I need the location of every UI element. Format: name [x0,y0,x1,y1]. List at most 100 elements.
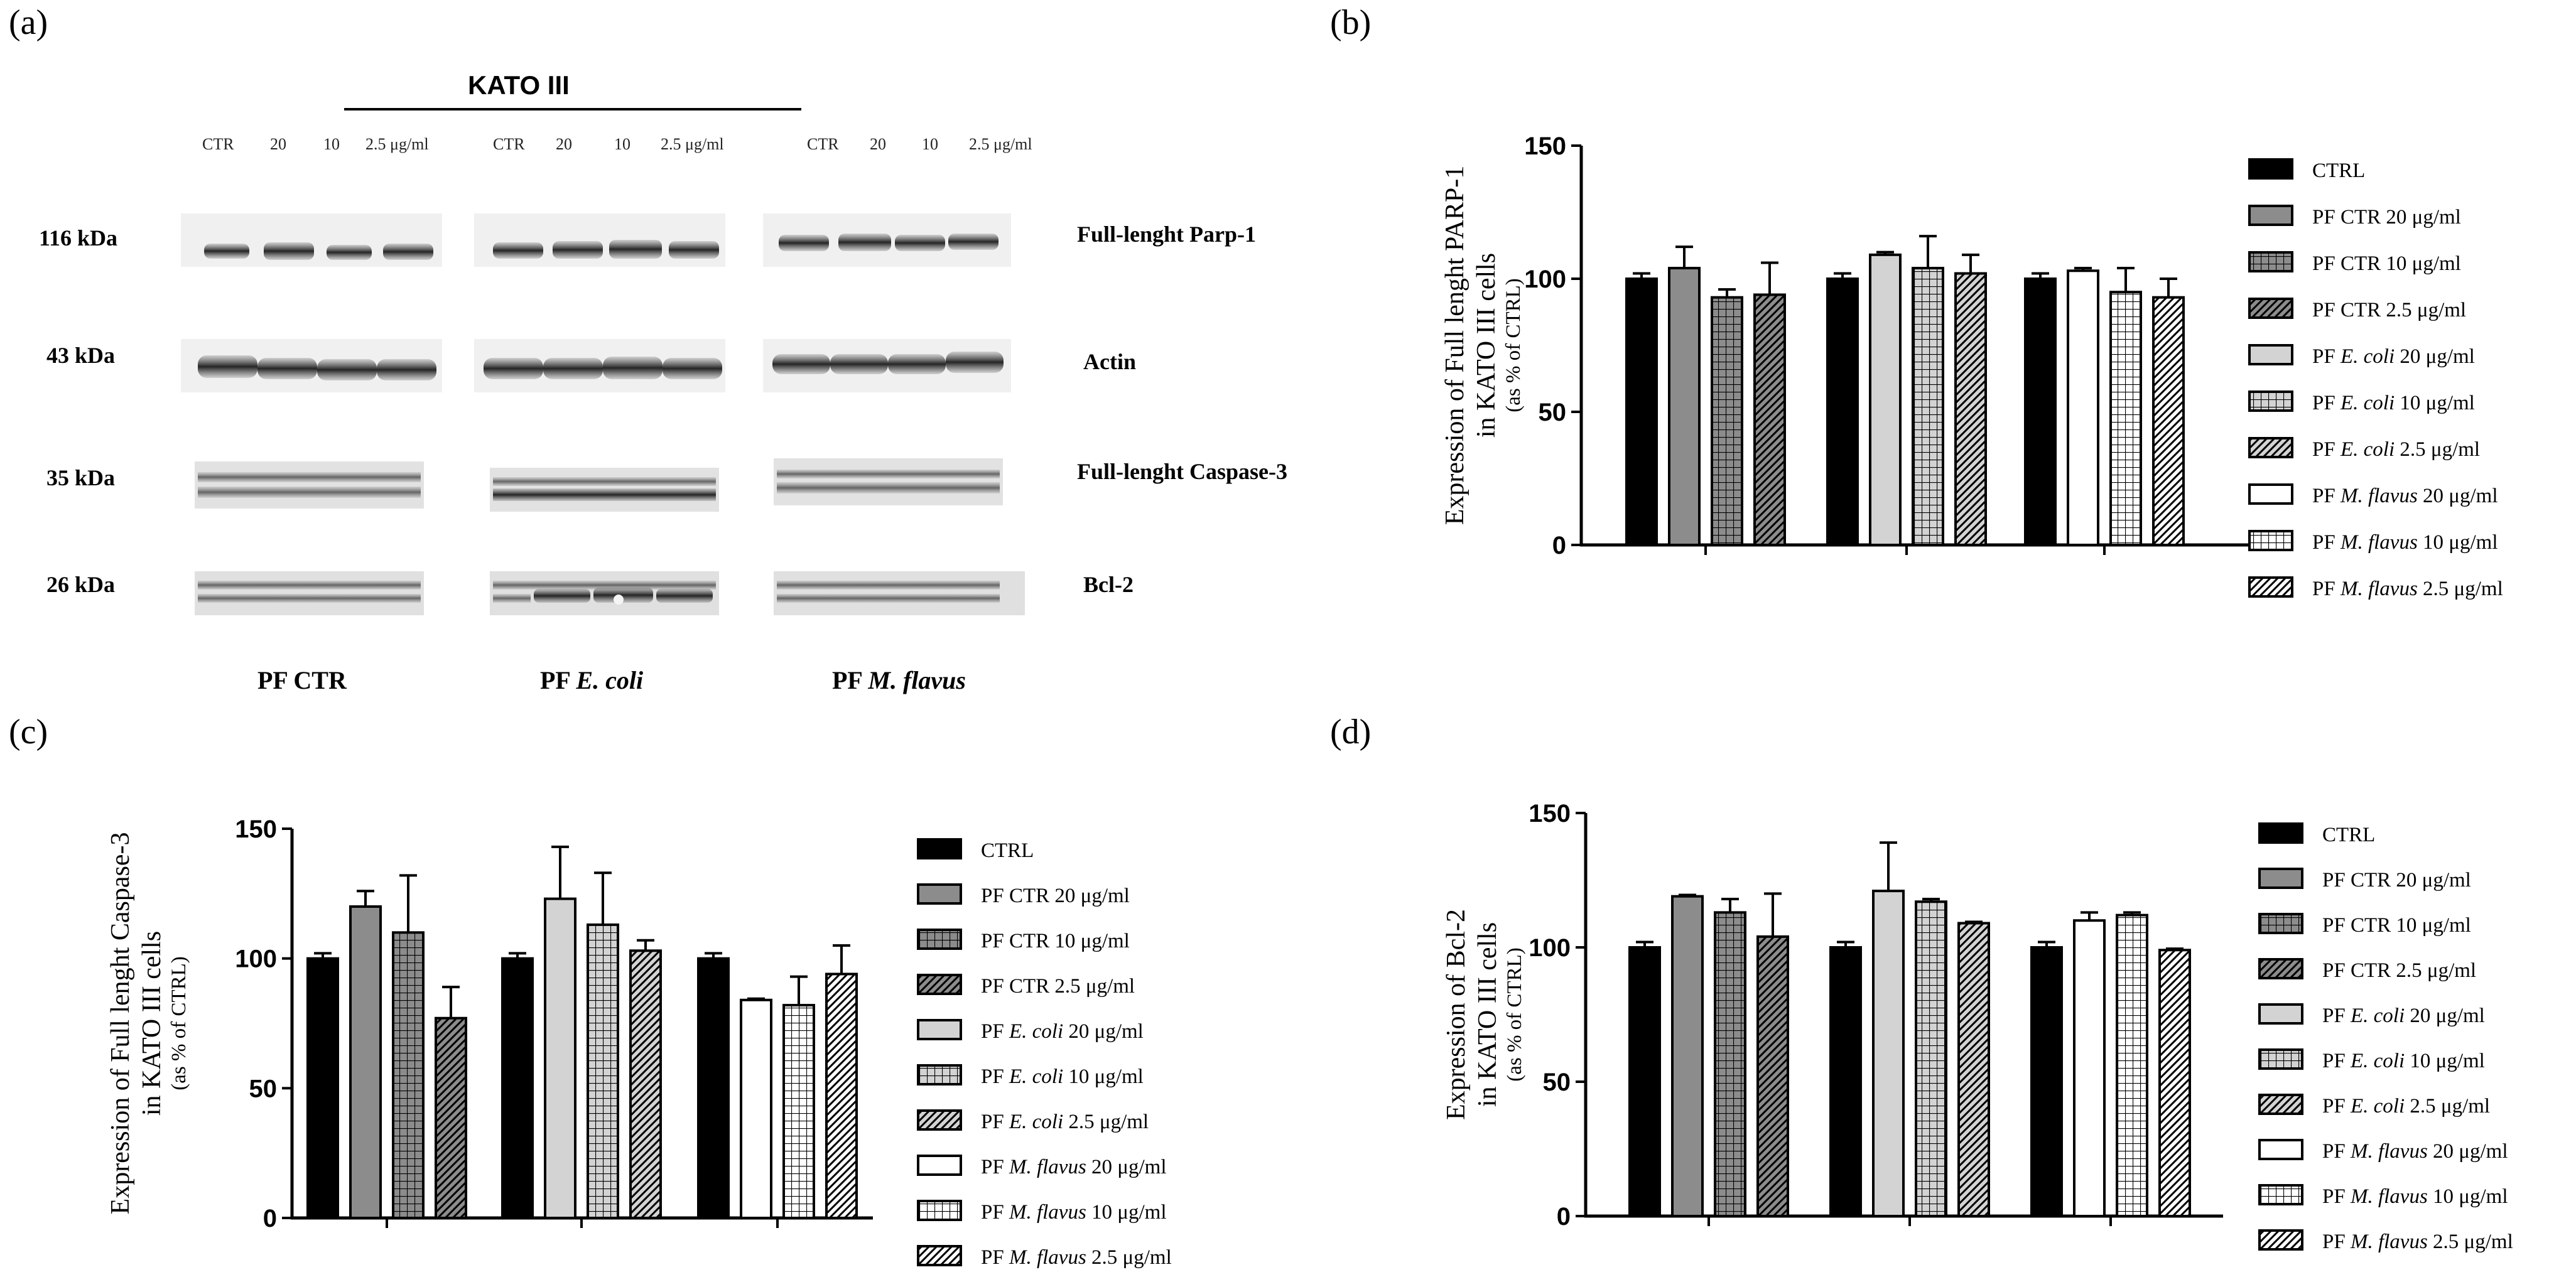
bar [1668,267,1701,546]
legend-label: PF CTR 20 μg/ml [2312,206,2461,229]
marker-43kda: 43 kDa [46,343,116,368]
lane-label: 10 [614,135,630,153]
y-axis-label-2: in KATO III cells [1472,253,1501,438]
legend-label: PF CTR 10 μg/ml [2322,914,2471,937]
blot-row-bcl2 [195,571,1025,615]
bar [587,923,619,1219]
legend-swatch [2258,1003,2303,1025]
legend-label: PF M. flavus 2.5 μg/ml [2322,1231,2513,1253]
legend-swatch [2248,576,2293,598]
y-axis-label-3: (as % of CTRL) [168,956,190,1091]
legend-label: PF M. flavus 20 μg/ml [981,1156,1167,1178]
bar [740,998,772,1219]
bar [349,905,382,1219]
protein-label-actin: Actin [1083,349,1136,374]
bar [1872,890,1905,1217]
y-tick-label: 50 [1539,399,1567,426]
legend-swatch [2248,344,2293,365]
group-label-ecoli: PF E. coli [540,666,644,694]
legend-label: PF E. coli 20 μg/ml [981,1020,1144,1043]
y-axis-label-2: in KATO III cells [138,931,166,1116]
legend-swatch [2258,1048,2303,1070]
bar [2067,269,2099,546]
bar [1753,293,1786,546]
lane-label: 10 [922,135,938,153]
marker-26kda: 26 kDa [46,572,116,597]
bar [629,949,662,1219]
y-axis-label: Expression of Full lenght PARP-1 [1441,166,1469,525]
bar [1671,895,1704,1217]
legend-label: PF E. coli 2.5 μg/ml [2312,438,2480,461]
legend-label: PF E. coli 10 μg/ml [2322,1050,2485,1072]
legend-label: PF M. flavus 2.5 μg/ml [2312,578,2503,600]
panel-label-c: (c) [9,713,48,751]
bar [1628,946,1661,1217]
legend-label: PF M. flavus 2.5 μg/ml [981,1246,1172,1269]
legend-label: PF E. coli 20 μg/ml [2322,1005,2485,1027]
lane-label: 2.5 μg/ml [969,135,1032,153]
legend-label: PF E. coli 20 μg/ml [2312,345,2475,368]
cell-line-bar [344,108,801,110]
y-tick-label: 0 [1557,1203,1571,1231]
bar [825,972,858,1219]
bar [697,957,730,1219]
protein-label-caspase3: Full-lenght Caspase-3 [1077,459,1288,484]
lane-label: CTR [807,135,839,153]
legend-swatch [2258,822,2303,844]
bar [435,1016,467,1219]
legend-swatch [2248,530,2293,551]
lane-label: 20 [556,135,572,153]
legend-swatch [2258,958,2303,979]
group-label-mflavus: PF M. flavus [832,666,966,694]
y-tick-label: 100 [235,945,277,973]
bar [1957,922,1990,1217]
legend-label: CTRL [2322,824,2375,846]
y-tick-label: 0 [1552,532,1566,559]
bar [1915,900,1947,1217]
bar [2109,291,2142,546]
y-tick-label: 50 [1543,1069,1571,1096]
lane-label: 2.5 μg/ml [661,135,724,153]
legend-swatch [917,1109,962,1131]
legend-swatch [2248,391,2293,412]
group-label-ctr: PF CTR [257,666,347,694]
bar [1714,911,1746,1217]
legend-swatch [2248,483,2293,505]
bar [306,957,339,1219]
legend-swatch [2258,868,2303,889]
chart-c: 0 50 100 150 Expression of Full lenght Caspa… [106,816,1172,1269]
western-blot-panel: KATO III CTR 20 10 2.5 μg/ml CTR 20 10 2… [0,0,1319,709]
marker-35kda: 35 kDa [46,465,116,490]
legend-label: PF CTR 20 μg/ml [2322,869,2471,891]
legend-label: PF E. coli 2.5 μg/ml [2322,1095,2490,1118]
lane-label: 10 [323,135,340,153]
legend-swatch [2248,158,2293,180]
legend-label: PF M. flavus 10 μg/ml [2312,531,2498,554]
bar [2158,949,2191,1217]
lane-label: CTR [202,135,234,153]
legend-label: PF CTR 10 μg/ml [981,930,1130,952]
bar [1711,296,1743,546]
y-axis-label-3: (as % of CTRL) [1503,947,1526,1082]
legend-swatch [917,1155,962,1176]
bar [392,931,425,1219]
blot-row-parp1 [181,213,1011,267]
y-axis-label: Expression of Full lenght Caspase-3 [106,832,135,1215]
legend-swatch [917,1064,962,1085]
bar [2152,296,2185,546]
y-tick-label: 150 [1524,132,1566,160]
blot-row-actin [181,339,1011,392]
bar [544,897,576,1219]
y-axis-label: Expression of Bcl-2 [1442,909,1471,1120]
legend-label: PF M. flavus 20 μg/ml [2312,485,2498,507]
legend-label: PF CTR 2.5 μg/ml [2322,959,2476,982]
legend-swatch [2258,1094,2303,1115]
legend-swatch [2258,1229,2303,1251]
legend-label: PF CTR 20 μg/ml [981,885,1130,907]
legend-label: CTRL [981,839,1034,862]
y-axis-label-2: in KATO III cells [1473,922,1502,1107]
y-tick-label: 100 [1529,934,1571,962]
bar [782,1004,815,1219]
bar [2116,913,2148,1217]
y-axis-label-3: (as % of CTRL) [1502,278,1525,412]
